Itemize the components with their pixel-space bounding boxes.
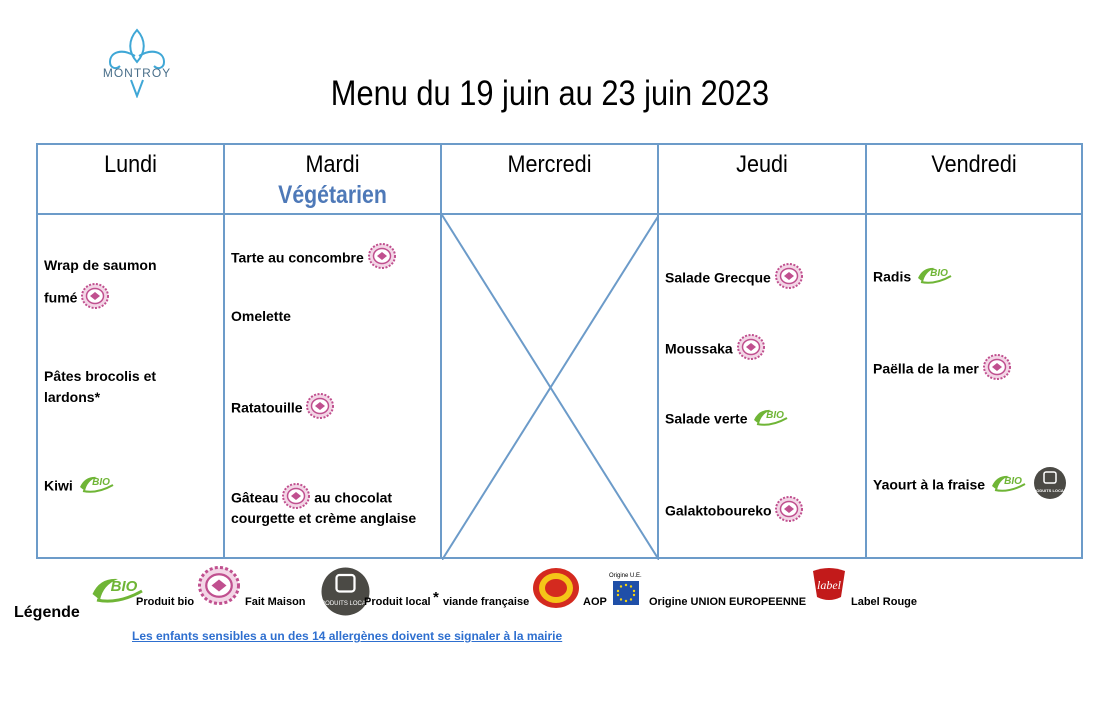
bio-icon: BIO (989, 472, 1029, 500)
legend-local: Produit local (364, 596, 431, 608)
origine-ue-small-label: Origine U.E. (609, 573, 642, 579)
svg-text:PRODUITS LOCAUX: PRODUITS LOCAUX (320, 601, 371, 607)
legend-title: Légende (14, 604, 80, 621)
menu-item: Moussaka (665, 334, 765, 366)
menu-item: fumé (44, 283, 110, 315)
menu-item: lardons* (44, 389, 101, 405)
fait-maison-icon (775, 496, 804, 528)
svg-text:BIO: BIO (1004, 476, 1022, 487)
svg-text:BIO: BIO (767, 410, 785, 421)
logo-text: MONTROY (102, 66, 172, 80)
fleur-de-lis-icon (108, 28, 166, 98)
svg-text:PRODUITS LOCAUX: PRODUITS LOCAUX (1033, 488, 1067, 493)
legend-viande: viande française (443, 596, 530, 608)
allergen-notice-link[interactable]: Les enfants sensibles a un des 14 allerg… (132, 629, 563, 643)
menu-item: Paëlla de la mer (873, 354, 1011, 386)
vegetarian-label: Végétarien (278, 181, 387, 209)
cell-mardi: Tarte au concombre Omelette Ratatouille … (223, 213, 442, 559)
menu-item: Galaktoboureko (665, 496, 804, 528)
fait-maison-icon (982, 354, 1011, 386)
header-mercredi: Mercredi (440, 143, 659, 215)
cell-lundi: Wrap de saumon fumé Pâtes brocolis et la… (36, 213, 225, 559)
cell-mercredi (440, 213, 659, 560)
produits-locaux-icon: PRODUITS LOCAUX (1031, 466, 1070, 506)
page-title: Menu du 19 juin au 23 juin 2023 (330, 74, 770, 113)
svg-text:BIO: BIO (111, 578, 138, 595)
cell-vendredi: Radis BIO Paëlla de la mer Yaourt à la f… (865, 213, 1083, 559)
fait-maison-icon (198, 566, 240, 610)
label-rouge-icon: label (813, 568, 845, 600)
menu-item: courgette et crème anglaise (231, 510, 417, 526)
menu-item: Tarte au concombre (231, 243, 396, 275)
menu-item: Salade verte BIO (665, 406, 791, 434)
legend-bio: Produit bio (136, 596, 195, 608)
menu-item: Salade Grecque (665, 263, 803, 295)
bio-icon: BIO (88, 573, 148, 611)
svg-text:label: label (817, 578, 842, 592)
header-jeudi: Jeudi (657, 143, 867, 215)
bio-icon: BIO (77, 473, 117, 501)
fait-maison-icon (306, 393, 335, 425)
produits-locaux-icon: PRODUITS LOCAUX (317, 566, 374, 622)
legend-label-rouge: Label Rouge (851, 596, 918, 608)
aop-icon (533, 568, 579, 608)
svg-text:BIO: BIO (930, 268, 948, 279)
fait-maison-icon (282, 483, 311, 515)
fait-maison-icon (81, 283, 110, 315)
montroy-logo: MONTROY (92, 26, 182, 100)
menu-item: Omelette (231, 308, 291, 324)
legend-origine-ue: Origine UNION EUROPEENNE (649, 596, 807, 608)
fait-maison-icon (367, 243, 396, 275)
svg-text:BIO: BIO (92, 477, 110, 488)
menu-item: Pâtes brocolis et (44, 368, 157, 384)
header-vendredi: Vendredi (865, 143, 1083, 215)
legend-star: * (433, 589, 439, 606)
header-mardi: Mardi Végétarien (223, 143, 442, 215)
fait-maison-icon (736, 334, 765, 366)
closed-day-cross (442, 215, 659, 560)
bio-icon: BIO (751, 406, 791, 434)
menu-item: Wrap de saumon (44, 257, 157, 273)
menu-item: Ratatouille (231, 393, 335, 425)
eu-flag-icon (613, 581, 639, 605)
fait-maison-icon (774, 263, 803, 295)
menu-item: Yaourt à la fraise BIO PRODUITS LOCAUX (873, 466, 1070, 506)
menu-table: Lundi Mardi Végétarien Mercredi Jeudi Ven… (36, 143, 1083, 560)
menu-item: Kiwi BIO (44, 473, 117, 501)
legend-aop: AOP (583, 596, 607, 608)
header-lundi: Lundi (36, 143, 225, 215)
cell-jeudi: Salade Grecque Moussaka Salade verte BIO… (657, 213, 867, 559)
legend-fait-maison: Fait Maison (245, 596, 306, 608)
menu-item: Gâteau au chocolat (231, 483, 392, 515)
bio-icon: BIO (915, 264, 955, 292)
menu-item: Radis BIO (873, 264, 955, 292)
